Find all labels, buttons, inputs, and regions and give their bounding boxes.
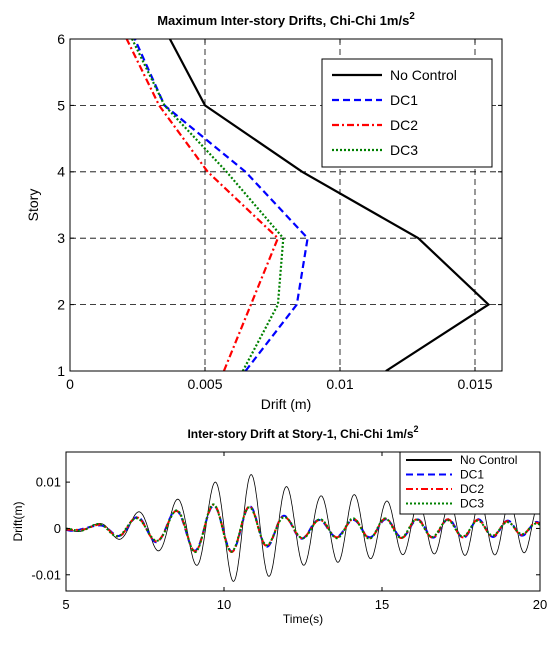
axes-frame [65,451,541,592]
legend-box [321,58,493,168]
chart-title-superscript: 2 [414,424,419,434]
y-tick-label: 4 [57,164,65,180]
legend-label: DC2 [460,482,484,496]
series-line-dc3 [131,39,285,371]
y-tick-label: 2 [57,297,65,313]
y-axis-label: Drift(m) [11,502,25,542]
series-line-no-control [168,39,491,371]
y-tick-label: 5 [57,97,65,113]
chart-title: Inter-story Drift at Story-1, Chi-Chi 1m… [187,424,418,441]
x-tick-label: 20 [533,597,547,612]
chart-title-text: Inter-story Drift at Story-1, Chi-Chi 1m… [187,427,413,441]
x-tick-label: 0.015 [457,376,492,392]
x-tick-label: 0 [66,376,74,392]
legend-label: No Control [390,67,457,83]
x-axis-label: Time(s) [283,612,323,626]
y-tick-label: 6 [57,31,65,47]
x-tick-label: 15 [375,597,389,612]
legend-label: No Control [460,453,517,467]
series-line-no-control [66,474,540,582]
legend-label: DC3 [390,142,418,158]
x-axis-label: Drift (m) [261,396,312,412]
y-tick-label: -0.01 [31,567,61,582]
series-line-dc3 [66,503,540,554]
legend-label: DC2 [390,117,418,133]
legend-label: DC3 [460,497,484,511]
x-tick-label: 0.005 [187,376,222,392]
y-tick-label: 3 [57,230,65,246]
chart-title-text: Maximum Inter-story Drifts, Chi-Chi 1m/s [157,13,409,28]
legend-label: DC1 [390,92,418,108]
x-tick-label: 5 [62,597,69,612]
y-tick-label: 0.01 [36,475,61,490]
x-tick-label: 10 [217,597,231,612]
axes-frame [69,38,503,372]
chart-title-superscript: 2 [409,11,415,22]
y-axis-label: Story [25,189,41,222]
chart-title: Maximum Inter-story Drifts, Chi-Chi 1m/s… [157,11,415,28]
y-tick-label: 0 [54,521,61,536]
legend-label: DC1 [460,468,484,482]
x-tick-label: 0.01 [326,376,353,392]
y-tick-label: 1 [57,363,65,379]
series-line-dc2 [125,39,280,371]
